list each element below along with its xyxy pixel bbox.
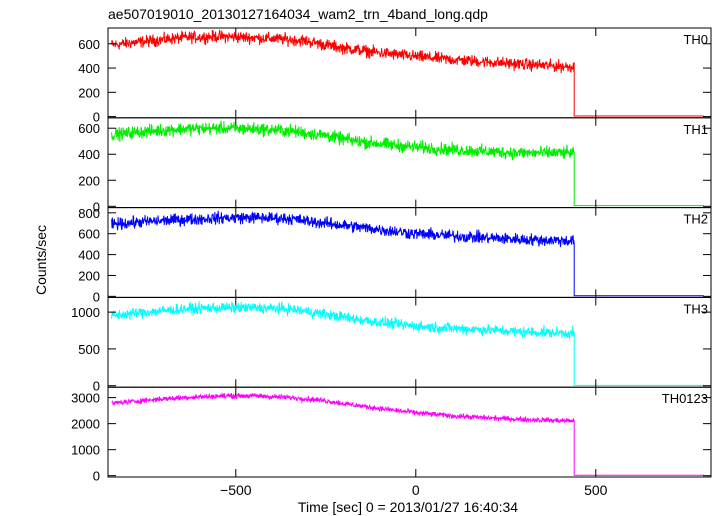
panel-label-th1: TH1 (683, 122, 708, 137)
y-tick-label: 400 (78, 61, 100, 76)
x-axis-label: Time [sec] 0 = 2013/01/27 16:40:34 (298, 499, 518, 515)
series-line-th0123 (111, 392, 704, 476)
panel-frame-th3 (107, 296, 712, 388)
series-line-th2 (111, 210, 704, 297)
y-tick-label: 600 (78, 227, 100, 242)
panel-label-th0123: TH0123 (662, 391, 708, 406)
y-tick-label: 0 (93, 110, 100, 125)
y-tick-label: 1000 (71, 443, 100, 458)
chart-title: ae507019010_20130127164034_wam2_trn_4ban… (108, 6, 488, 22)
y-axis-label: Counts/sec (33, 225, 49, 295)
x-tick-label: 500 (584, 482, 608, 498)
panel-frame-th0 (107, 27, 712, 119)
x-tick-label: 0 (412, 482, 420, 498)
series-line-th1 (111, 120, 704, 207)
panel-label-th0: TH0 (683, 32, 708, 47)
y-tick-label: 400 (78, 147, 100, 162)
y-tick-label: 200 (78, 85, 100, 100)
series-line-th0 (111, 29, 704, 117)
x-tick-label: −500 (220, 482, 252, 498)
y-tick-label: 800 (78, 206, 100, 221)
y-tick-label: 200 (78, 268, 100, 283)
y-tick-label: 3000 (71, 391, 100, 406)
panel-frame-th0123 (107, 386, 712, 478)
panels-group: 0 200 400 600 TH0 0 200 400 600 TH1 0 200 400 600 800 T… (71, 27, 712, 498)
y-tick-label: 0 (93, 469, 100, 484)
series-line-th3 (111, 300, 704, 386)
y-tick-label: 0 (93, 289, 100, 304)
y-tick-label: 500 (78, 342, 100, 357)
panel-label-th3: TH3 (683, 301, 708, 316)
y-tick-label: 2000 (71, 417, 100, 432)
y-tick-label: 0 (93, 199, 100, 214)
y-tick-label: 400 (78, 248, 100, 263)
y-tick-label: 600 (78, 37, 100, 52)
y-tick-label: 200 (78, 173, 100, 188)
y-tick-label: 0 (93, 379, 100, 394)
panel-label-th2: TH2 (683, 212, 708, 227)
y-tick-label: 600 (78, 121, 100, 136)
y-tick-label: 1000 (71, 305, 100, 320)
